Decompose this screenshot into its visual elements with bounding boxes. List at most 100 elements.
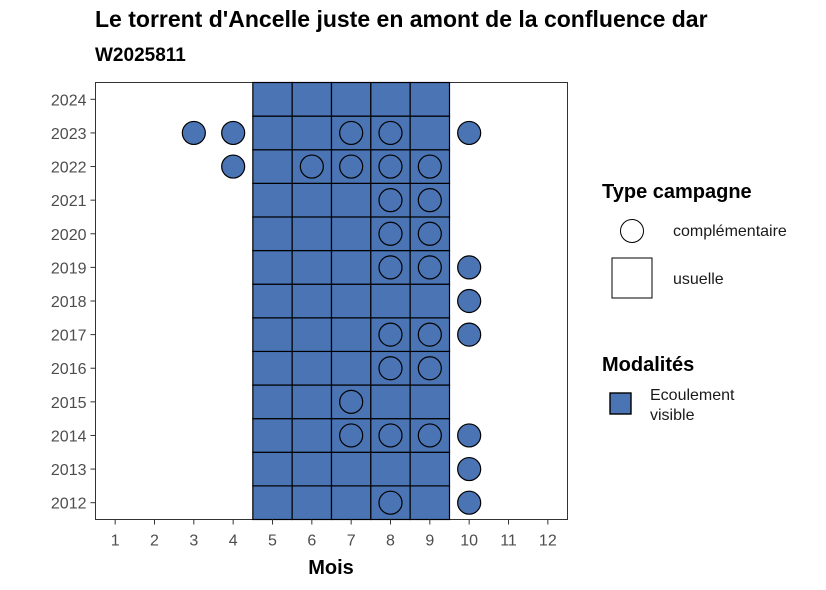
y-tick-label-2017: 2017 <box>51 328 87 345</box>
tile-2024-7 <box>330 81 372 117</box>
point-2021-9 <box>417 188 442 213</box>
legend-square-symbol <box>611 257 653 299</box>
y-tick-label-2012: 2012 <box>51 496 87 513</box>
y-tick-label-2013: 2013 <box>51 462 87 479</box>
tile-2020-5 <box>252 216 293 252</box>
tile-2013-9 <box>409 451 451 487</box>
y-tick-label-2020: 2020 <box>51 227 87 244</box>
point-2022-6 <box>299 154 324 179</box>
tile-2017-5 <box>252 317 293 353</box>
legend-ecoulement-swatch <box>609 392 632 415</box>
tile-2024-9 <box>409 81 451 117</box>
point-2023-10 <box>457 120 482 146</box>
tile-2015-9 <box>409 384 451 420</box>
tile-2023-6 <box>291 115 333 151</box>
x-tick-label-4: 4 <box>229 533 238 550</box>
tile-2016-5 <box>252 350 293 386</box>
y-tick-label-2021: 2021 <box>51 193 87 210</box>
tile-2021-5 <box>252 182 293 218</box>
x-tick-label-1: 1 <box>111 533 120 550</box>
tile-2017-7 <box>330 317 372 353</box>
tile-2014-5 <box>252 418 293 453</box>
tile-2013-7 <box>330 451 372 487</box>
tile-2013-5 <box>252 451 293 487</box>
point-2022-9 <box>417 154 442 179</box>
point-2014-9 <box>417 423 442 448</box>
tile-2018-9 <box>409 283 451 319</box>
x-tick-label-8: 8 <box>386 533 395 550</box>
tile-2018-8 <box>370 283 411 319</box>
tile-2020-6 <box>291 216 333 252</box>
point-2013-10 <box>457 456 482 482</box>
point-2020-8 <box>378 221 403 246</box>
point-2022-7 <box>339 154 364 179</box>
tile-2015-6 <box>291 384 333 420</box>
point-2017-8 <box>378 322 403 347</box>
x-tick-label-2: 2 <box>150 533 159 550</box>
tile-2013-6 <box>291 451 333 487</box>
tile-2016-7 <box>330 350 372 386</box>
tile-2016-6 <box>291 350 333 386</box>
y-tick-label-2014: 2014 <box>51 428 87 445</box>
tile-2013-8 <box>370 451 411 487</box>
point-2017-10 <box>457 322 482 347</box>
legend-type-title: Type campagne <box>602 181 752 203</box>
tile-2017-6 <box>291 317 333 353</box>
point-2023-7 <box>339 120 364 146</box>
tile-2012-5 <box>252 485 293 521</box>
tile-2023-5 <box>252 115 293 151</box>
point-2022-4 <box>221 154 246 179</box>
tile-2012-7 <box>330 485 372 521</box>
tile-2023-9 <box>409 115 451 151</box>
tile-2024-8 <box>370 81 411 117</box>
tile-2019-6 <box>291 249 333 285</box>
x-tick-label-6: 6 <box>307 533 316 550</box>
point-2014-7 <box>339 423 364 448</box>
tile-2021-7 <box>330 182 372 218</box>
x-tick-label-10: 10 <box>460 533 478 550</box>
point-2016-8 <box>378 356 403 381</box>
point-2023-8 <box>378 120 403 146</box>
tile-2022-5 <box>252 149 293 184</box>
x-tick-label-5: 5 <box>268 533 277 550</box>
y-tick-label-2022: 2022 <box>51 160 87 177</box>
y-tick-label-2023: 2023 <box>51 126 87 143</box>
legend-item-ecoulement-line2: visible <box>650 407 695 424</box>
point-2021-8 <box>378 188 403 213</box>
y-tick-label-2015: 2015 <box>51 395 87 412</box>
chart-title: Le torrent d'Ancelle juste en amont de l… <box>95 6 708 32</box>
point-2012-8 <box>378 490 403 515</box>
x-tick-label-12: 12 <box>539 533 557 550</box>
y-tick-label-2019: 2019 <box>51 260 87 277</box>
point-2018-10 <box>457 288 482 314</box>
tile-2019-7 <box>330 249 372 285</box>
point-2014-8 <box>378 423 403 448</box>
point-2023-4 <box>221 120 246 146</box>
tile-2021-6 <box>291 182 333 218</box>
x-axis-title: Mois <box>308 557 354 579</box>
point-2015-7 <box>339 389 364 414</box>
y-tick-label-2024: 2024 <box>51 92 87 109</box>
tile-2019-5 <box>252 249 293 285</box>
x-tick-label-9: 9 <box>425 533 434 550</box>
tile-2020-7 <box>330 216 372 252</box>
point-2023-3 <box>181 120 206 146</box>
tile-2015-8 <box>370 384 411 420</box>
point-2014-10 <box>457 423 482 448</box>
point-2017-9 <box>417 322 442 347</box>
point-2012-10 <box>457 490 482 515</box>
point-2022-8 <box>378 154 403 179</box>
chart-subtitle: W2025811 <box>95 45 186 66</box>
x-tick-label-3: 3 <box>189 533 198 550</box>
tile-2018-7 <box>330 283 372 319</box>
point-2019-8 <box>378 255 403 280</box>
tile-2024-5 <box>252 81 293 117</box>
legend-item-ecoulement-line1: Ecoulement <box>650 387 735 404</box>
y-tick-label-2018: 2018 <box>51 294 87 311</box>
tile-2018-6 <box>291 283 333 319</box>
tile-2018-5 <box>252 283 293 319</box>
point-2019-10 <box>457 255 482 280</box>
x-tick-label-7: 7 <box>347 533 356 550</box>
tile-2024-6 <box>291 81 333 117</box>
